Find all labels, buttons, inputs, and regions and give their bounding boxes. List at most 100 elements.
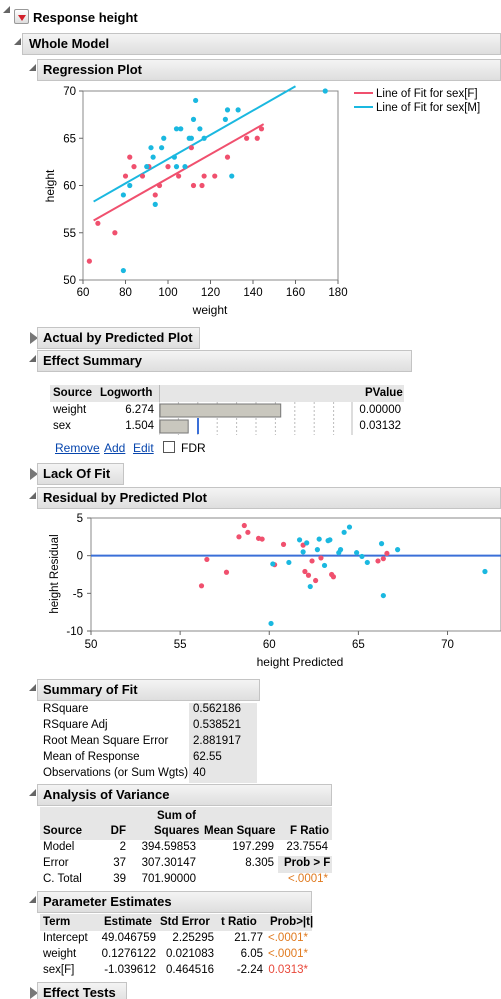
- outline-toggle-whole-model[interactable]: [14, 38, 21, 45]
- residual-point-male[interactable]: [300, 549, 306, 555]
- residual-point-male[interactable]: [314, 547, 320, 553]
- residual-point-female[interactable]: [259, 536, 265, 542]
- red-triangle-menu-icon[interactable]: [14, 9, 29, 24]
- data-point-female[interactable]: [190, 182, 197, 189]
- data-point-female[interactable]: [152, 192, 158, 198]
- residual-point-male[interactable]: [346, 524, 353, 530]
- data-point-male[interactable]: [127, 182, 133, 189]
- data-point-male[interactable]: [229, 173, 235, 179]
- residual-point-male[interactable]: [364, 559, 370, 566]
- residual-point-female[interactable]: [375, 558, 381, 564]
- section-regression-plot[interactable]: Regression Plot: [37, 59, 501, 81]
- outline-toggle-response[interactable]: [3, 6, 10, 13]
- outline-toggle-actual-by-predicted[interactable]: [30, 332, 38, 344]
- data-point-male[interactable]: [190, 116, 197, 122]
- residual-point-female[interactable]: [380, 556, 386, 562]
- outline-toggle-regression-plot[interactable]: [29, 64, 36, 71]
- data-point-female[interactable]: [176, 173, 182, 179]
- section-residual-by-predicted[interactable]: Residual by Predicted Plot: [37, 487, 501, 509]
- data-point-male[interactable]: [197, 126, 203, 132]
- data-point-female[interactable]: [254, 135, 260, 141]
- section-effect-tests[interactable]: Effect Tests: [37, 982, 127, 999]
- data-point-male[interactable]: [178, 126, 184, 132]
- section-whole-model[interactable]: Whole Model: [22, 33, 501, 55]
- data-point-male[interactable]: [120, 267, 126, 274]
- residual-point-female[interactable]: [245, 529, 251, 535]
- data-point-female[interactable]: [224, 154, 231, 160]
- effect-row-sex-source[interactable]: sex: [53, 420, 71, 432]
- effect-row-weight-source[interactable]: weight: [53, 404, 87, 416]
- data-point-male[interactable]: [193, 97, 199, 104]
- residual-point-female[interactable]: [384, 550, 390, 557]
- residual-point-female[interactable]: [204, 556, 210, 563]
- section-parameter-estimates[interactable]: Parameter Estimates: [37, 891, 312, 913]
- residual-point-male[interactable]: [307, 583, 313, 590]
- residual-point-male[interactable]: [395, 547, 401, 553]
- residual-point-male[interactable]: [321, 562, 328, 569]
- residual-point-female[interactable]: [223, 569, 230, 575]
- section-effect-summary[interactable]: Effect Summary: [37, 350, 412, 372]
- data-point-male[interactable]: [171, 154, 177, 160]
- data-point-female[interactable]: [95, 220, 101, 226]
- data-point-female[interactable]: [165, 164, 171, 170]
- data-point-female[interactable]: [112, 230, 118, 236]
- edit-link[interactable]: Edit: [133, 441, 154, 455]
- outline-toggle-parameter-estimates[interactable]: [29, 896, 36, 903]
- data-point-male[interactable]: [159, 145, 165, 151]
- residual-point-male[interactable]: [359, 553, 365, 560]
- residual-point-female[interactable]: [330, 574, 337, 580]
- residual-point-male[interactable]: [304, 540, 310, 546]
- residual-point-male[interactable]: [337, 547, 344, 553]
- residual-point-male[interactable]: [380, 592, 386, 599]
- data-point-male[interactable]: [161, 135, 167, 141]
- remove-link[interactable]: Remove: [55, 441, 100, 455]
- data-point-female[interactable]: [212, 173, 218, 179]
- outline-toggle-residual-plot[interactable]: [29, 492, 36, 499]
- outline-toggle-effect-tests[interactable]: [30, 987, 38, 999]
- residual-point-male[interactable]: [286, 559, 292, 566]
- data-point-female[interactable]: [139, 173, 146, 179]
- data-point-male[interactable]: [322, 88, 328, 94]
- outline-toggle-effect-summary[interactable]: [29, 355, 36, 362]
- data-point-female[interactable]: [122, 173, 129, 179]
- residual-point-male[interactable]: [341, 529, 347, 535]
- residual-point-female[interactable]: [318, 555, 324, 561]
- data-point-male[interactable]: [224, 107, 231, 113]
- residual-point-female[interactable]: [305, 572, 312, 578]
- data-point-male[interactable]: [150, 154, 156, 160]
- section-summary-of-fit[interactable]: Summary of Fit: [37, 679, 260, 701]
- residual-point-male[interactable]: [270, 561, 276, 567]
- data-point-male[interactable]: [235, 107, 241, 113]
- residual-point-female[interactable]: [241, 522, 247, 529]
- residual-point-male[interactable]: [268, 620, 274, 627]
- add-link[interactable]: Add: [104, 441, 126, 455]
- data-point-male[interactable]: [148, 145, 154, 151]
- data-point-male[interactable]: [173, 126, 180, 132]
- residual-point-male[interactable]: [378, 541, 385, 547]
- residual-point-female[interactable]: [280, 541, 287, 547]
- data-point-male[interactable]: [182, 164, 188, 170]
- section-lack-of-fit[interactable]: Lack Of Fit: [37, 463, 124, 485]
- section-analysis-of-variance[interactable]: Analysis of Variance: [37, 784, 332, 806]
- data-point-male[interactable]: [222, 116, 228, 122]
- outline-toggle-summary-of-fit[interactable]: [29, 684, 36, 691]
- data-point-male[interactable]: [152, 201, 158, 207]
- data-point-female[interactable]: [188, 145, 194, 151]
- residual-point-female[interactable]: [309, 558, 315, 564]
- data-point-female[interactable]: [86, 258, 92, 264]
- data-point-female[interactable]: [244, 135, 250, 141]
- data-point-male[interactable]: [120, 192, 126, 198]
- data-point-male[interactable]: [201, 135, 207, 141]
- data-point-male[interactable]: [144, 164, 150, 170]
- fdr-checkbox[interactable]: [163, 441, 175, 453]
- residual-point-male[interactable]: [482, 568, 488, 575]
- residual-point-female[interactable]: [198, 583, 205, 589]
- residual-point-male[interactable]: [316, 536, 322, 542]
- data-point-female[interactable]: [156, 182, 163, 189]
- data-point-female[interactable]: [201, 173, 207, 179]
- outline-toggle-lack-of-fit[interactable]: [30, 468, 38, 480]
- data-point-male[interactable]: [188, 135, 194, 141]
- data-point-female[interactable]: [199, 182, 205, 189]
- residual-point-male[interactable]: [296, 537, 303, 543]
- data-point-female[interactable]: [258, 126, 265, 132]
